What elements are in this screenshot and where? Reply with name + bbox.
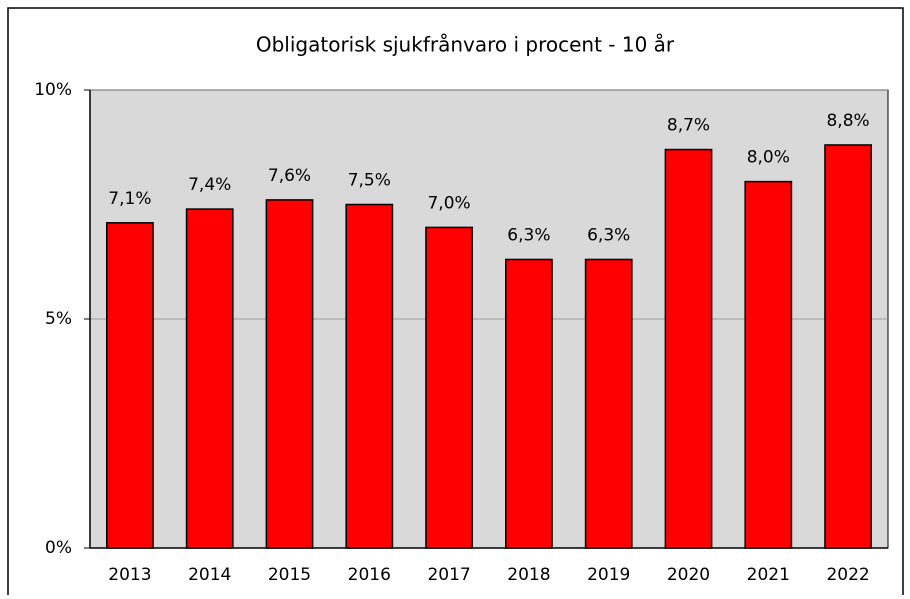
x-tick-label: 2017: [427, 565, 470, 585]
x-tick-label: 2013: [108, 565, 151, 585]
y-tick-label: 5%: [45, 309, 72, 329]
data-label: 6,3%: [507, 225, 550, 245]
x-tick-label: 2019: [587, 565, 630, 585]
bar: [584, 258, 633, 549]
bar: [185, 208, 234, 549]
bar: [664, 148, 713, 549]
x-tick-label: 2020: [667, 565, 710, 585]
bar: [106, 222, 154, 549]
chart-title: Obligatorisk sjukfrånvaro i procent - 10…: [256, 33, 675, 57]
bar: [744, 180, 793, 549]
x-tick-label: 2014: [188, 565, 231, 585]
x-tick-label: 2022: [826, 565, 869, 585]
bar: [505, 258, 553, 549]
data-label: 7,1%: [108, 189, 151, 209]
data-label: 8,7%: [667, 116, 710, 136]
data-label: 7,0%: [427, 193, 470, 213]
data-label: 7,5%: [348, 171, 391, 191]
data-label: 8,0%: [747, 148, 790, 168]
bar: [265, 199, 314, 549]
data-label: 6,3%: [587, 225, 630, 245]
bar: [345, 203, 394, 549]
y-tick-label: 10%: [34, 80, 72, 100]
bar: [425, 226, 473, 549]
bar: [824, 144, 872, 549]
x-tick-label: 2015: [268, 565, 311, 585]
x-tick-label: 2016: [348, 565, 391, 585]
data-label: 7,6%: [268, 166, 311, 186]
data-label: 8,8%: [826, 111, 869, 131]
y-tick-label: 0%: [45, 538, 72, 558]
x-tick-label: 2018: [507, 565, 550, 585]
data-label: 7,4%: [188, 175, 231, 195]
x-tick-label: 2021: [747, 565, 790, 585]
